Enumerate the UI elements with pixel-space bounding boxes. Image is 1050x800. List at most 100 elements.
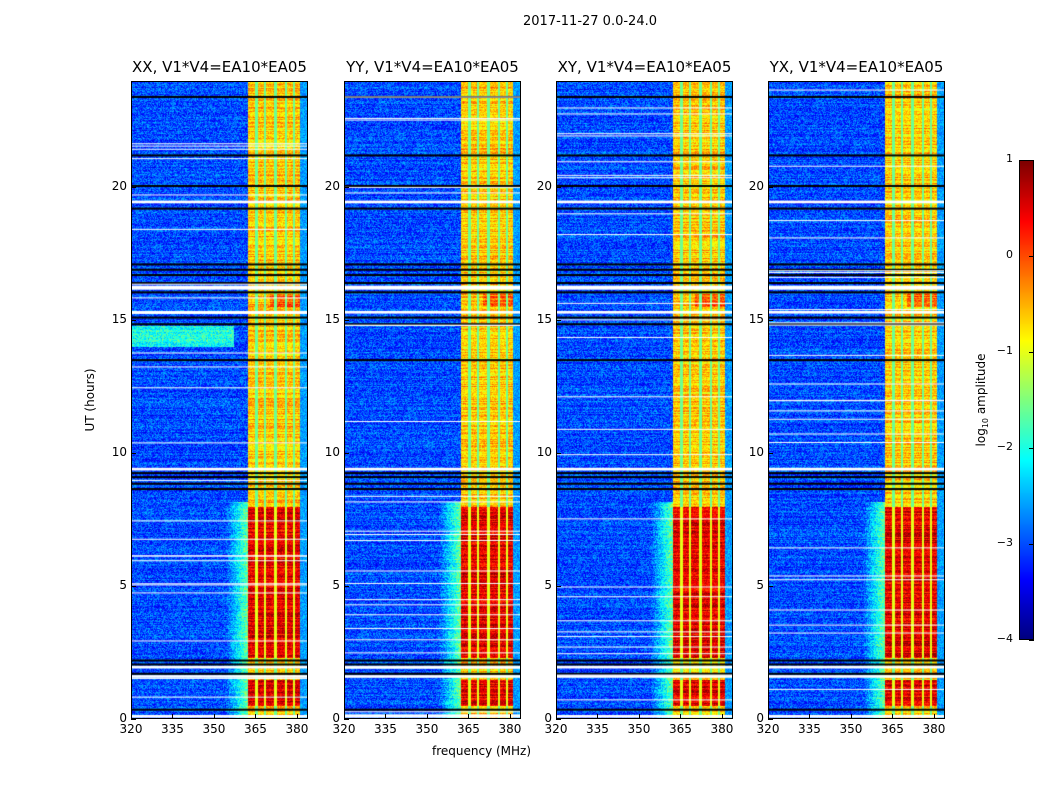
x-tick-mark	[344, 714, 345, 719]
colorbar-tick-mark	[1029, 640, 1034, 641]
x-tick-label: 350	[202, 722, 226, 736]
y-tick-label: 0	[756, 711, 764, 725]
y-tick-mark	[556, 453, 561, 455]
x-tick-label: 365	[669, 722, 692, 736]
y-tick-label: 20	[748, 179, 764, 194]
y-tick-mark	[131, 719, 136, 720]
y-tick-label: 15	[324, 312, 340, 327]
y-tick-mark	[556, 320, 561, 322]
x-tick-mark	[509, 714, 511, 719]
y-tick-label: 15	[748, 312, 764, 327]
axes-frame	[131, 81, 308, 719]
y-tick-mark	[131, 320, 136, 322]
x-tick-mark	[255, 714, 257, 719]
colorbar-tick-mark	[1029, 256, 1034, 257]
spectrogram-heatmap	[131, 81, 308, 719]
x-tick-mark	[850, 714, 852, 719]
x-tick-mark	[768, 714, 769, 719]
x-tick-label: 350	[415, 722, 439, 736]
x-tick-mark	[680, 714, 682, 719]
x-tick-label: 380	[922, 722, 946, 736]
y-tick-label: 10	[324, 445, 340, 460]
x-tick-mark	[556, 714, 557, 719]
y-tick-mark	[344, 586, 349, 588]
colorbar-tick-label: 0	[1006, 248, 1013, 261]
y-tick-label: 20	[111, 179, 127, 194]
x-tick-mark	[385, 714, 387, 719]
x-tick-mark	[597, 714, 599, 719]
colorbar-tick-mark	[1029, 544, 1034, 545]
panel-title: XY, V1*V4=EA10*EA05	[557, 58, 732, 76]
colorbar	[1019, 160, 1034, 640]
y-tick-label: 10	[748, 445, 764, 460]
y-tick-label: 5	[332, 578, 340, 593]
colorbar-tick-mark	[1029, 448, 1034, 449]
figure-title: 2017-11-27 0.0-24.0	[523, 14, 657, 29]
y-tick-mark	[556, 586, 561, 588]
x-tick-mark	[721, 714, 723, 719]
x-tick-label: 380	[710, 722, 734, 736]
y-tick-label: 15	[536, 312, 552, 327]
y-tick-mark	[344, 719, 349, 720]
colorbar-tick-label: −4	[996, 632, 1013, 645]
colorbar-tick-label: −1	[996, 344, 1013, 357]
x-tick-label: 335	[586, 722, 609, 736]
x-tick-mark	[172, 714, 174, 719]
x-tick-label: 335	[374, 722, 397, 736]
spectrogram-heatmap	[556, 81, 733, 719]
panel-yy: YY, V1*V4=EA10*EA05 320 335 350 365 380 0 5 10 15…	[325, 58, 522, 736]
colorbar-tick-mark	[1029, 352, 1034, 353]
y-tick-mark	[768, 586, 773, 588]
y-tick-mark	[556, 719, 561, 720]
y-tick-mark	[344, 320, 349, 322]
x-tick-mark	[809, 714, 811, 719]
y-tick-label: 5	[544, 578, 552, 593]
panel-title: YX, V1*V4=EA10*EA05	[769, 58, 944, 76]
x-tick-label: 365	[244, 722, 267, 736]
x-tick-label: 365	[457, 722, 480, 736]
x-tick-mark	[131, 714, 132, 719]
x-tick-mark	[892, 714, 894, 719]
x-tick-mark	[426, 714, 428, 719]
x-tick-label: 365	[881, 722, 904, 736]
x-tick-label: 320	[544, 722, 568, 736]
x-tick-mark	[296, 714, 298, 719]
axes-frame	[344, 81, 521, 719]
x-tick-mark	[468, 714, 470, 719]
panel-yx: YX, V1*V4=EA10*EA05 320 335 350 365 380 0 5 10 15…	[749, 58, 946, 736]
y-tick-label: 10	[536, 445, 552, 460]
y-tick-label: 20	[324, 179, 340, 194]
y-axis-label: UT (hours)	[83, 368, 97, 432]
axes-frame	[768, 81, 945, 719]
y-tick-label: 0	[332, 711, 340, 725]
x-tick-label: 350	[839, 722, 863, 736]
y-tick-label: 0	[544, 711, 552, 725]
y-tick-label: 10	[111, 445, 127, 460]
x-tick-label: 335	[161, 722, 184, 736]
axes-frame	[556, 81, 733, 719]
x-tick-mark	[933, 714, 935, 719]
y-tick-mark	[344, 187, 349, 189]
y-tick-mark	[131, 187, 136, 189]
y-tick-mark	[344, 453, 349, 455]
colorbar-tick-label: 1	[1006, 152, 1013, 165]
panel-xx: XX, V1*V4=EA10*EA05 320 335 350 365 380 0 5 10 15…	[112, 58, 309, 736]
colorbar-tick-label: −3	[996, 536, 1013, 549]
x-tick-label: 320	[756, 722, 780, 736]
y-tick-label: 5	[119, 578, 127, 593]
y-tick-mark	[556, 187, 561, 189]
y-tick-label: 0	[119, 711, 127, 725]
colorbar-label: log10 amplitude	[973, 353, 991, 447]
y-tick-mark	[768, 719, 773, 720]
y-tick-label: 20	[536, 179, 552, 194]
panel-xy: XY, V1*V4=EA10*EA05 320 335 350 365 380 0 5 10 15…	[537, 58, 734, 736]
y-tick-label: 5	[756, 578, 764, 593]
y-tick-label: 15	[111, 312, 127, 327]
x-tick-label: 320	[119, 722, 143, 736]
x-tick-label: 320	[332, 722, 356, 736]
spectrogram-heatmap	[344, 81, 521, 719]
panel-title: YY, V1*V4=EA10*EA05	[346, 58, 519, 76]
x-tick-label: 380	[285, 722, 309, 736]
x-tick-mark	[213, 714, 215, 719]
